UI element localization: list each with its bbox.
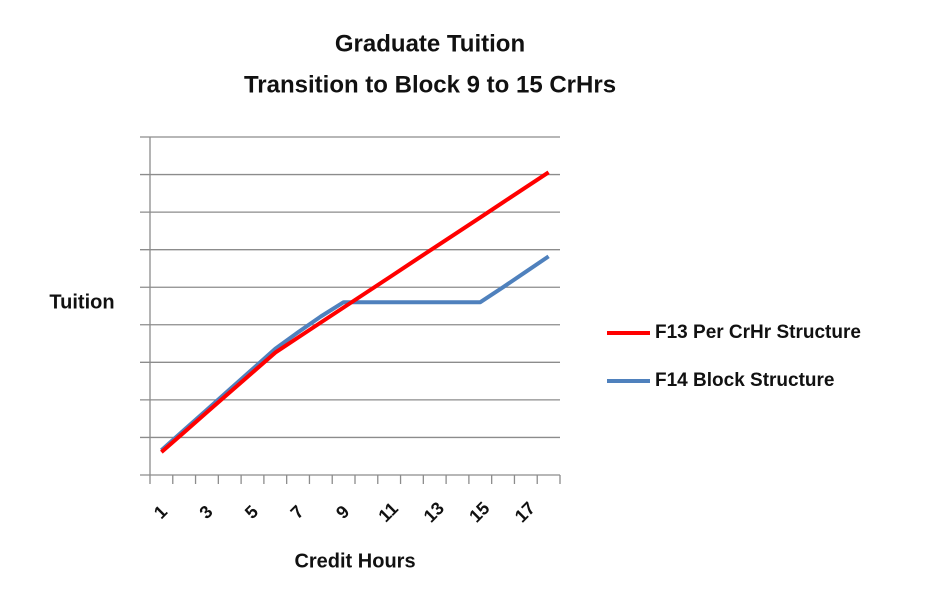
x-axis-label: Credit Hours xyxy=(294,550,415,572)
chart-title: Graduate Tuition xyxy=(335,30,525,57)
x-tick-label: 3 xyxy=(195,502,216,523)
series-line xyxy=(160,170,550,454)
x-tick-label: 1 xyxy=(150,502,171,523)
x-tick-label: 17 xyxy=(511,498,539,526)
y-axis-label: Tuition xyxy=(49,291,114,313)
x-tick-label: 9 xyxy=(332,502,353,523)
x-tick-label: 15 xyxy=(465,498,493,526)
legend-label: F14 Block Structure xyxy=(655,370,835,391)
x-tick-label: 13 xyxy=(420,498,448,526)
legend-label: F13 Per CrHr Structure xyxy=(655,322,861,343)
x-tick-label: 7 xyxy=(287,502,308,523)
x-tick-label: 11 xyxy=(374,498,402,526)
series-line xyxy=(160,254,550,452)
chart-subtitle: Transition to Block 9 to 15 CrHrs xyxy=(244,71,616,98)
x-tick-label: 5 xyxy=(241,502,262,523)
